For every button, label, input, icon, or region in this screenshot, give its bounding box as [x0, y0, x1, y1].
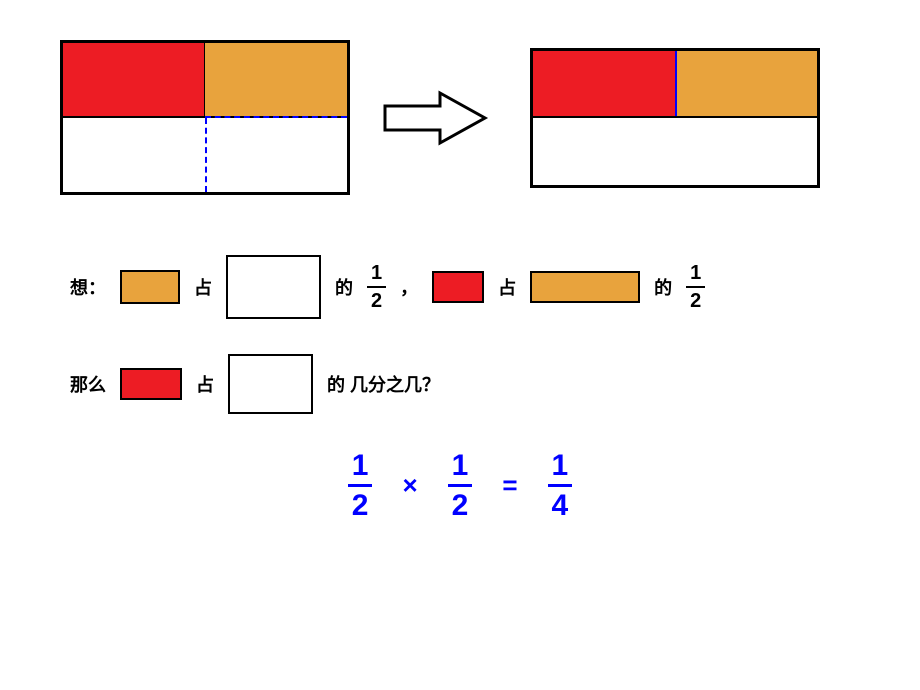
line2-of: 占: [196, 371, 214, 397]
dashed-blue-vertical: [205, 118, 207, 193]
equation-frac-c: 1 4: [548, 449, 573, 522]
line1-suffix-1: 的: [335, 274, 353, 300]
line1-of-2: 占: [498, 274, 516, 300]
line2-suffix: 的 几分之几？: [327, 371, 440, 397]
right-red-quarter: [533, 51, 675, 116]
fraction-1-2-a: 1 2: [367, 262, 386, 312]
fraction-1-2-b: 1 2: [686, 262, 705, 312]
line2-prefix: 那么: [70, 371, 106, 397]
reasoning-text-block: 想： 占 的 1 2 ， 占 的 1 2 那么 占 的 几分之几？ 1 2: [0, 195, 920, 522]
line1-suffix-2: 的: [654, 274, 672, 300]
left-orange-quarter: [205, 43, 347, 116]
arrow-icon: [380, 88, 490, 148]
right-rect-top-half: [533, 51, 817, 118]
left-rect-bottom-half: [63, 118, 347, 193]
red-swatch: [432, 271, 484, 303]
orange-wide-swatch: [530, 271, 640, 303]
red-swatch-2: [120, 368, 182, 400]
equation-frac-b: 1 2: [448, 449, 473, 522]
left-rectangle: [60, 40, 350, 195]
line1-of-1: 占: [194, 274, 212, 300]
line1-prefix: 想：: [70, 274, 106, 300]
solid-blue-vertical: [675, 51, 677, 116]
equation-frac-a: 1 2: [348, 449, 373, 522]
reasoning-line-2: 那么 占 的 几分之几？: [70, 354, 850, 414]
multiply-operator: ×: [402, 470, 417, 501]
orange-swatch: [120, 270, 180, 304]
equals-operator: =: [502, 470, 517, 501]
line1-comma: ，: [400, 274, 418, 300]
top-diagram-row: [0, 0, 920, 195]
right-rectangle: [530, 48, 820, 188]
right-orange-quarter: [675, 51, 817, 116]
right-rect-bottom-half: [533, 118, 817, 185]
equation-row: 1 2 × 1 2 = 1 4: [70, 449, 850, 522]
left-rect-top-half: [63, 43, 347, 118]
reasoning-line-1: 想： 占 的 1 2 ， 占 的 1 2: [70, 255, 850, 319]
white-whole-swatch: [226, 255, 321, 319]
left-red-quarter: [63, 43, 205, 116]
white-whole-swatch-2: [228, 354, 313, 414]
